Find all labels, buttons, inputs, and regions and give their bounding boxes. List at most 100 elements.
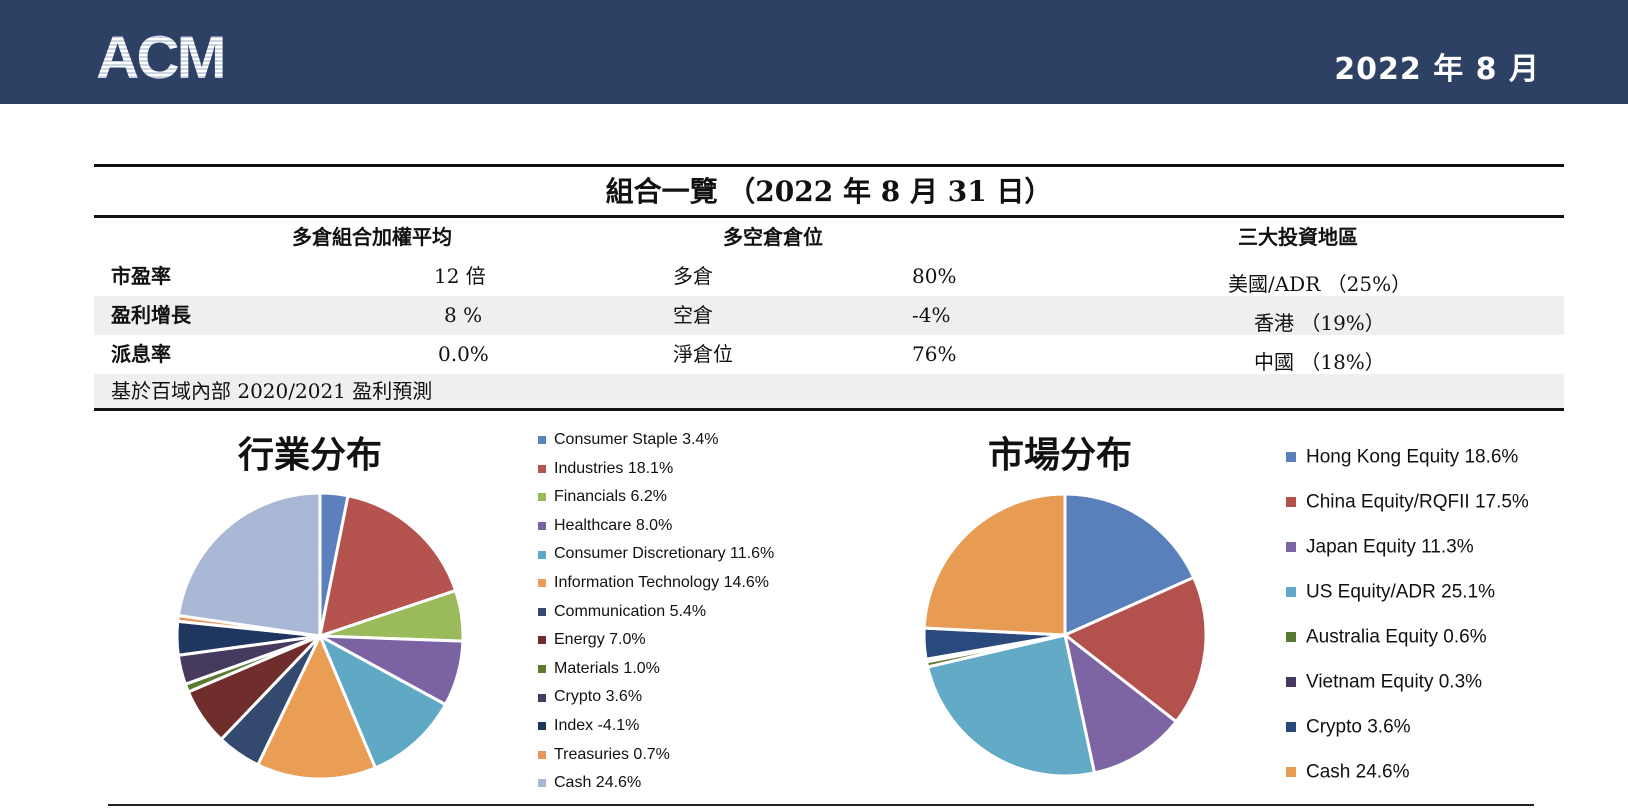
legend-swatch	[538, 493, 546, 502]
pie-slice-japan-equity	[1062, 631, 1179, 775]
pie-slice-cash	[176, 491, 322, 638]
col-header-top-regions: 三大投資地區	[1238, 225, 1358, 249]
legend-label: Communication 5.4%	[554, 602, 707, 620]
legend-swatch	[538, 665, 546, 674]
acm-logo: ACM	[96, 24, 236, 91]
legend-label: Australia Equity 0.6%	[1306, 626, 1487, 648]
col-header-weighted-average: 多倉組合加權平均	[292, 225, 452, 249]
position-value: 80%	[912, 264, 957, 288]
table-footnote-row: 基於百域內部 2020/2021 盈利預測	[94, 374, 1564, 408]
legend-item: Japan Equity 11.3%	[1286, 524, 1529, 569]
legend-swatch	[1286, 721, 1296, 732]
legend-label: Information Technology 14.6%	[554, 573, 769, 591]
table-top-rule	[94, 164, 1564, 167]
legend-swatch	[538, 436, 546, 445]
legend-item: US Equity/ADR 25.1%	[1286, 569, 1529, 614]
position-label: 空倉	[673, 303, 713, 327]
summary-title: 組合一覽 （2022 年 8 月 31 日）	[605, 175, 1053, 208]
legend-label: Consumer Discretionary 11.6%	[554, 545, 775, 563]
metric-label: 派息率	[111, 342, 171, 366]
position-value: -4%	[912, 303, 951, 327]
svg-text:ACM: ACM	[96, 26, 224, 84]
legend-label: Hong Kong Equity 18.6%	[1306, 446, 1519, 468]
legend-swatch	[538, 636, 546, 645]
position-value: 76%	[912, 342, 957, 366]
legend-swatch	[1286, 766, 1296, 777]
legend-item: Cash 24.6%	[538, 769, 774, 798]
pie-slice-china-equity-rqfii	[1062, 575, 1208, 724]
legend-item: Materials 1.0%	[538, 655, 774, 684]
sector-legend: Consumer Staple 3.4% Industries 18.1% Fina…	[538, 426, 774, 798]
legend-swatch	[538, 579, 546, 588]
metric-value: 8 %	[444, 303, 483, 327]
legend-item: Australia Equity 0.6%	[1286, 614, 1529, 659]
position-label: 淨倉位	[673, 342, 733, 366]
legend-item: Cash 24.6%	[1286, 749, 1529, 794]
legend-item: Energy 7.0%	[538, 626, 774, 655]
report-date: 2022 年 8 月	[1334, 52, 1540, 87]
market-chart-title: 市場分布	[988, 434, 1133, 476]
legend-swatch	[538, 750, 546, 759]
legend-label: Industries 18.1%	[554, 459, 674, 477]
legend-item: Financials 6.2%	[538, 483, 774, 512]
table-header-rule	[94, 215, 1564, 218]
pie-slice-hong-kong-equity	[1063, 492, 1196, 638]
legend-label: Financials 6.2%	[554, 488, 667, 506]
legend-item: Healthcare 8.0%	[538, 512, 774, 541]
position-label: 多倉	[673, 264, 713, 288]
legend-swatch	[1286, 451, 1296, 462]
table-header-row: 多倉組合加權平均 多空倉倉位 三大投資地區	[94, 218, 1564, 257]
legend-item: Crypto 3.6%	[538, 683, 774, 712]
legend-item: Information Technology 14.6%	[538, 569, 774, 598]
pie-slice-consumer-discretionary	[316, 632, 448, 770]
col-header-positions: 多空倉倉位	[723, 225, 823, 249]
legend-label: Vietnam Equity 0.3%	[1306, 671, 1483, 693]
legend-swatch	[1286, 541, 1296, 552]
legend-item: Industries 18.1%	[538, 455, 774, 484]
region-value: 美國/ADR （25%）	[1228, 272, 1412, 296]
legend-swatch	[538, 779, 546, 788]
table-row: 市盈率 12 倍 多倉 80% 美國/ADR （25%）	[94, 257, 1564, 296]
portfolio-summary-table: 組合一覽 （2022 年 8 月 31 日） 多倉組合加權平均 多空倉倉位 三大…	[94, 164, 1564, 411]
metric-value: 0.0%	[438, 342, 489, 366]
legend-label: Cash 24.6%	[554, 774, 642, 792]
legend-label: US Equity/ADR 25.1%	[1306, 581, 1496, 603]
legend-item: Vietnam Equity 0.3%	[1286, 659, 1529, 704]
legend-swatch	[538, 464, 546, 473]
legend-swatch	[1286, 676, 1296, 687]
table-bottom-rule	[94, 408, 1564, 411]
legend-label: Index -4.1%	[554, 716, 640, 734]
legend-item: Index -4.1%	[538, 712, 774, 741]
table-row: 盈利增長 8 % 空倉 -4% 香港 （19%）	[94, 296, 1564, 335]
legend-item: Hong Kong Equity 18.6%	[1286, 434, 1529, 479]
legend-label: Consumer Staple 3.4%	[554, 431, 719, 448]
legend-swatch	[538, 693, 546, 702]
legend-swatch	[1286, 496, 1296, 507]
legend-label: Healthcare 8.0%	[554, 516, 673, 534]
region-value: 中國 （18%）	[1254, 350, 1385, 374]
sector-chart-title: 行業分布	[238, 434, 383, 476]
sector-pie-chart	[175, 491, 465, 781]
metric-label: 盈利增長	[111, 303, 191, 327]
legend-swatch	[538, 522, 546, 531]
legend-item: Treasuries 0.7%	[538, 741, 774, 770]
legend-item: Communication 5.4%	[538, 598, 774, 627]
pie-slice-cash	[922, 492, 1067, 637]
legend-label: Treasuries 0.7%	[554, 745, 670, 763]
legend-swatch	[538, 722, 546, 731]
legend-label: Crypto 3.6%	[1306, 716, 1411, 738]
bottom-rule	[108, 804, 1534, 806]
legend-item: Crypto 3.6%	[1286, 704, 1529, 749]
market-pie-chart	[922, 492, 1208, 778]
table-row: 派息率 0.0% 淨倉位 76% 中國 （18%）	[94, 335, 1564, 374]
metric-label: 市盈率	[111, 264, 171, 288]
legend-item: China Equity/RQFII 17.5%	[1286, 479, 1529, 524]
legend-label: Materials 1.0%	[554, 659, 660, 677]
region-value: 香港 （19%）	[1254, 311, 1385, 335]
legend-swatch	[1286, 586, 1296, 597]
legend-label: China Equity/RQFII 17.5%	[1306, 491, 1529, 513]
legend-label: Cash 24.6%	[1306, 761, 1410, 783]
header-bar: ACM 2022 年 8 月	[0, 0, 1628, 104]
legend-swatch	[538, 550, 546, 559]
pie-slice-information-technology	[255, 632, 378, 781]
